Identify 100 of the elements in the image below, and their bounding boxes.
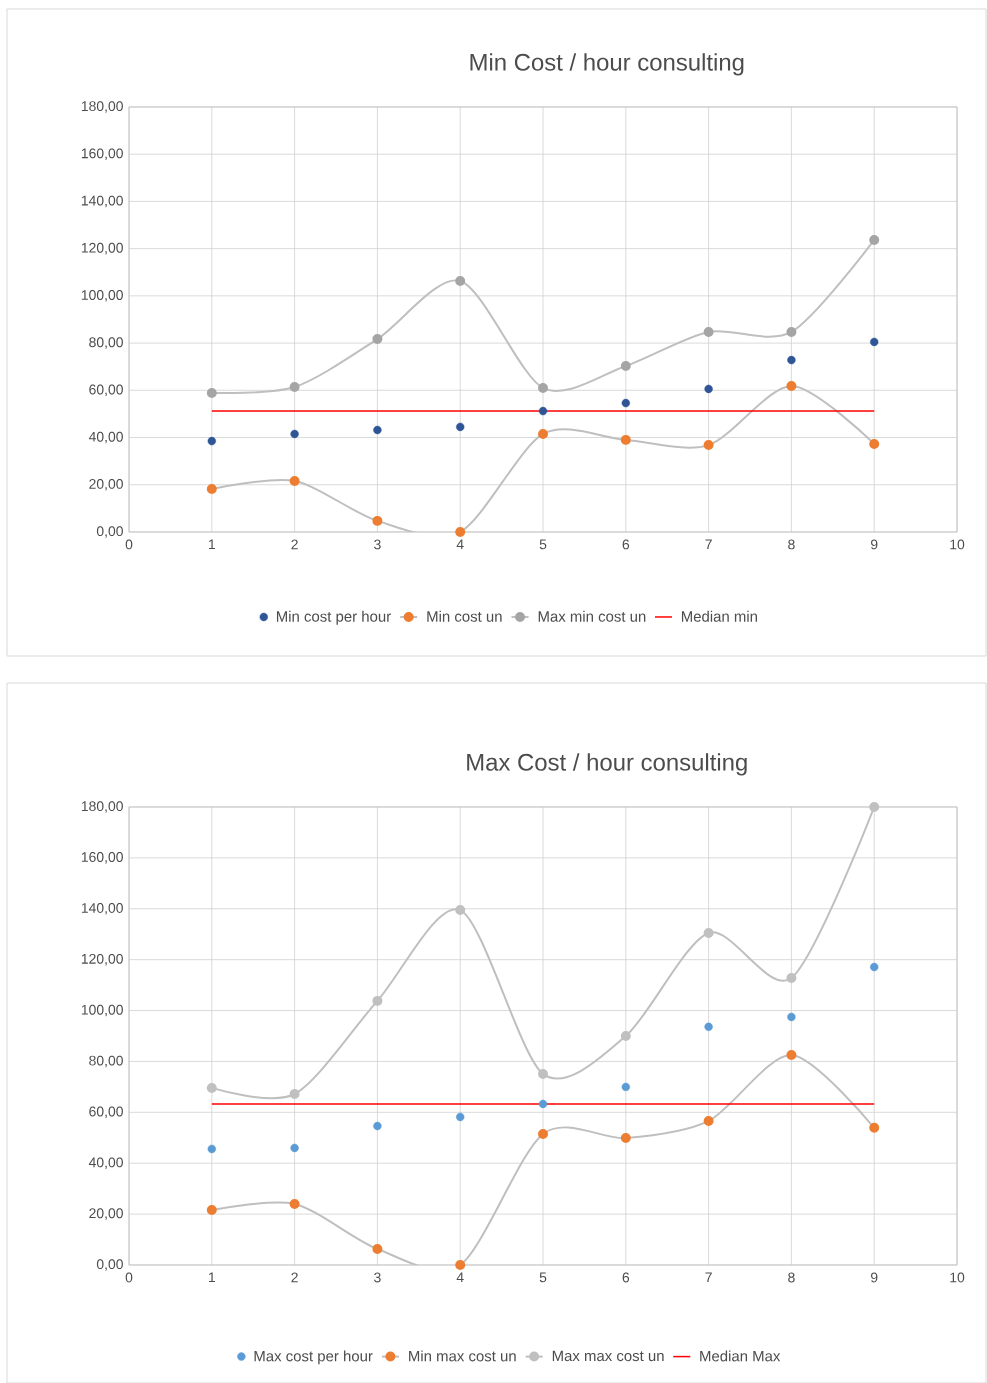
x-tick-label: 2 <box>291 1272 298 1283</box>
point <box>289 475 300 486</box>
y-tick-label: 120,00 <box>81 242 123 255</box>
point <box>621 1082 630 1092</box>
point <box>456 1112 465 1122</box>
y-tick-label: 160,00 <box>81 852 123 864</box>
y-tick-label: 180,00 <box>81 801 123 813</box>
point <box>620 361 631 371</box>
y-tick-label: 40,00 <box>88 431 123 444</box>
x-tick-label: 0 <box>125 539 133 550</box>
x-tick-label: 6 <box>622 539 630 550</box>
point <box>787 355 796 365</box>
point <box>455 526 466 537</box>
y-tick-label: 120,00 <box>81 953 123 966</box>
y-tick-label: 60,00 <box>89 384 123 397</box>
y-tick-label: 140,00 <box>81 902 123 915</box>
point <box>206 1205 217 1216</box>
y-tick-label: 160,00 <box>81 148 123 160</box>
y-tick-label: 0,00 <box>96 1259 123 1271</box>
x-tick-label: 7 <box>705 539 712 550</box>
y-tick-label: 180,00 <box>81 101 123 113</box>
x-tick-label: 3 <box>374 539 381 550</box>
x-tick-label: 9 <box>871 1272 878 1283</box>
point <box>703 1115 714 1126</box>
y-tick-label: 100,00 <box>81 290 123 302</box>
point <box>703 327 714 337</box>
point <box>869 438 880 449</box>
point <box>620 1031 631 1041</box>
point <box>289 382 300 392</box>
legend-label: Median min <box>681 610 757 622</box>
point <box>538 1099 548 1109</box>
point <box>786 327 797 337</box>
x-tick-label: 5 <box>539 1272 547 1283</box>
point <box>869 1122 880 1133</box>
point <box>703 440 714 451</box>
chart-title: Max Cost / hour consulting <box>467 753 747 776</box>
legend-label: Max min cost un <box>538 610 646 622</box>
point <box>620 1133 631 1144</box>
y-tick-label: 100,00 <box>81 1004 123 1017</box>
x-tick-label: 8 <box>788 539 795 550</box>
point <box>870 337 879 347</box>
y-tick-label: 140,00 <box>81 195 123 208</box>
y-tick-label: 20,00 <box>89 478 123 491</box>
x-tick-label: 10 <box>950 1272 965 1283</box>
y-tick-label: 80,00 <box>89 337 123 349</box>
y-tick-label: 20,00 <box>89 1208 123 1220</box>
point <box>455 276 466 286</box>
x-tick-label: 3 <box>374 1272 381 1283</box>
point <box>869 234 880 245</box>
point <box>373 425 382 435</box>
point <box>538 382 548 393</box>
point <box>372 995 383 1006</box>
point <box>869 802 880 812</box>
y-tick-label: 60,00 <box>89 1106 123 1119</box>
legend-label: Median Max <box>700 1350 781 1362</box>
point <box>703 927 714 938</box>
point <box>455 905 466 916</box>
point <box>206 484 217 494</box>
legend-label: Max cost per hour <box>254 1350 373 1365</box>
x-tick-label: 1 <box>208 539 215 550</box>
point <box>290 429 299 439</box>
y-tick-label: 0,00 <box>96 526 123 538</box>
point <box>620 434 631 445</box>
point <box>289 1198 300 1209</box>
point <box>207 1144 216 1154</box>
point <box>786 1050 797 1061</box>
x-tick-label: 10 <box>950 539 965 550</box>
point <box>455 1260 466 1270</box>
point <box>786 972 797 983</box>
point <box>621 398 630 408</box>
point <box>372 1243 383 1254</box>
x-tick-label: 2 <box>291 539 298 550</box>
point <box>206 1082 217 1093</box>
x-tick-label: 8 <box>788 1272 795 1283</box>
point <box>538 1128 548 1139</box>
x-tick-label: 5 <box>539 539 547 550</box>
x-tick-label: 7 <box>705 1272 712 1283</box>
point <box>372 334 383 345</box>
x-tick-label: 0 <box>125 1272 133 1283</box>
point <box>786 381 797 392</box>
legend-label: Min cost per hour <box>276 610 391 625</box>
x-tick-label: 9 <box>871 539 878 550</box>
point <box>372 515 383 526</box>
point <box>538 406 548 416</box>
point <box>787 1012 796 1022</box>
point <box>456 422 465 432</box>
legend-label: Max max cost un <box>552 1350 664 1362</box>
x-tick-label: 4 <box>456 1272 464 1283</box>
y-tick-label: 40,00 <box>88 1157 123 1169</box>
point <box>538 429 548 439</box>
point <box>207 436 216 446</box>
y-tick-label: 80,00 <box>89 1055 123 1068</box>
point <box>704 384 713 394</box>
point <box>290 1143 299 1153</box>
point <box>704 1022 713 1032</box>
chart-title: Min Cost / hour consulting <box>470 53 744 76</box>
point <box>373 1121 382 1131</box>
legend-label: Min max cost un <box>409 1350 516 1362</box>
x-tick-label: 6 <box>622 1272 630 1283</box>
point <box>206 387 217 398</box>
